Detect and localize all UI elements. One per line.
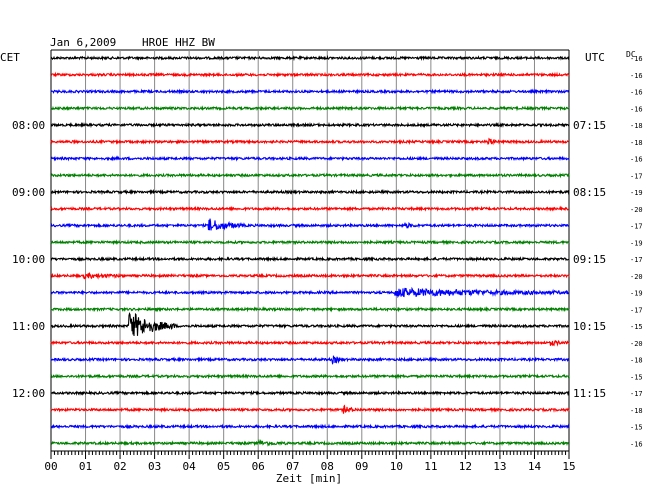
dc-header-label: DC bbox=[626, 50, 636, 59]
seismic-trace-row bbox=[51, 389, 570, 397]
x-tick-label: 07 bbox=[286, 460, 299, 473]
dc-offset-label: -16 bbox=[630, 55, 643, 63]
x-tick-label: 00 bbox=[44, 460, 57, 473]
left-time-label: 09:00 bbox=[12, 186, 45, 199]
seismic-trace-row bbox=[50, 339, 570, 347]
right-time-label: 08:15 bbox=[573, 186, 606, 199]
left-time-label: 12:00 bbox=[12, 387, 45, 400]
dc-offset-label: -20 bbox=[630, 273, 643, 281]
x-tick-label: 02 bbox=[113, 460, 126, 473]
x-tick-label: 15 bbox=[562, 460, 575, 473]
x-tick-label: 01 bbox=[79, 460, 92, 473]
dc-offset-label: -16 bbox=[630, 440, 643, 448]
dc-offset-label: -18 bbox=[630, 357, 643, 365]
dc-offset-label: -17 bbox=[630, 390, 643, 398]
dc-offset-label: -19 bbox=[630, 189, 643, 197]
right-time-label: 09:15 bbox=[573, 253, 606, 266]
x-tick-label: 10 bbox=[390, 460, 403, 473]
seismic-trace-row bbox=[50, 355, 570, 365]
seismic-trace-row bbox=[50, 121, 569, 129]
left-time-label: 11:00 bbox=[12, 320, 45, 333]
seismic-trace-row bbox=[50, 218, 570, 231]
dc-offset-label: -16 bbox=[630, 89, 643, 97]
dc-offset-label: -15 bbox=[630, 373, 643, 381]
right-time-label: 07:15 bbox=[573, 119, 606, 132]
dc-offset-label: -20 bbox=[630, 206, 643, 214]
right-time-label: 10:15 bbox=[573, 320, 606, 333]
x-tick-label: 13 bbox=[493, 460, 506, 473]
left-time-label: 10:00 bbox=[12, 253, 45, 266]
seismic-trace-row bbox=[50, 286, 570, 299]
chart-date: Jan 6,2009 bbox=[50, 36, 116, 49]
seismic-trace-row bbox=[50, 71, 570, 78]
right-time-label: 11:15 bbox=[573, 387, 606, 400]
dc-offset-label: -17 bbox=[630, 306, 643, 314]
x-axis-title: Zeit [min] bbox=[276, 472, 342, 485]
dc-offset-label: -17 bbox=[630, 256, 643, 264]
seismic-trace-row bbox=[50, 172, 570, 179]
dc-offset-label: -16 bbox=[630, 72, 643, 80]
dc-offset-label: -19 bbox=[630, 290, 643, 298]
seismic-trace-row bbox=[50, 54, 570, 62]
seismic-trace-row bbox=[50, 137, 570, 146]
dc-offset-label: -18 bbox=[630, 407, 643, 415]
plot-grid bbox=[50, 49, 570, 459]
seismic-traces bbox=[50, 54, 570, 447]
seismic-trace-row bbox=[50, 188, 570, 196]
seismic-trace-row bbox=[50, 373, 570, 380]
seismic-trace-row bbox=[50, 205, 569, 212]
x-tick-label: 12 bbox=[459, 460, 472, 473]
x-tick-label: 04 bbox=[183, 460, 197, 473]
x-tick-label: 14 bbox=[528, 460, 542, 473]
chart-labels: Jan 6,2009 HROE HHZ BW CET UTC DC Zeit [… bbox=[0, 36, 643, 485]
seismic-trace-row bbox=[50, 438, 570, 447]
dc-offset-label: -15 bbox=[630, 424, 643, 432]
dc-offset-label: -17 bbox=[630, 172, 643, 180]
dc-offset-label: -17 bbox=[630, 223, 643, 231]
dc-offset-label: -19 bbox=[630, 239, 643, 247]
x-tick-label: 03 bbox=[148, 460, 161, 473]
x-tick-label: 09 bbox=[355, 460, 368, 473]
seismic-trace-row bbox=[50, 239, 570, 246]
right-timezone-label: UTC bbox=[585, 51, 605, 64]
chart-station: HROE HHZ BW bbox=[142, 36, 215, 49]
dc-offset-label: -18 bbox=[630, 139, 643, 147]
seismic-trace-row bbox=[50, 255, 570, 263]
seismic-trace-row bbox=[50, 306, 570, 313]
seismic-trace-row bbox=[50, 311, 570, 337]
dc-offset-label: -20 bbox=[630, 340, 643, 348]
left-timezone-label: CET bbox=[0, 51, 20, 64]
x-tick-label: 06 bbox=[252, 460, 265, 473]
dc-offset-label: -18 bbox=[630, 122, 643, 130]
x-tick-label: 11 bbox=[424, 460, 437, 473]
seismic-trace-row bbox=[50, 155, 570, 162]
dc-offset-label: -16 bbox=[630, 156, 643, 164]
dc-offset-label: -15 bbox=[630, 323, 643, 331]
left-time-label: 08:00 bbox=[12, 119, 45, 132]
dc-offset-label: -16 bbox=[630, 105, 643, 113]
seismic-trace-row bbox=[50, 105, 570, 112]
seismic-trace-row bbox=[50, 423, 570, 430]
seismic-trace-row bbox=[50, 404, 570, 414]
seismic-trace-row bbox=[50, 272, 570, 280]
x-tick-label: 05 bbox=[217, 460, 230, 473]
seismic-trace-row bbox=[50, 88, 570, 95]
x-tick-label: 08 bbox=[321, 460, 334, 473]
